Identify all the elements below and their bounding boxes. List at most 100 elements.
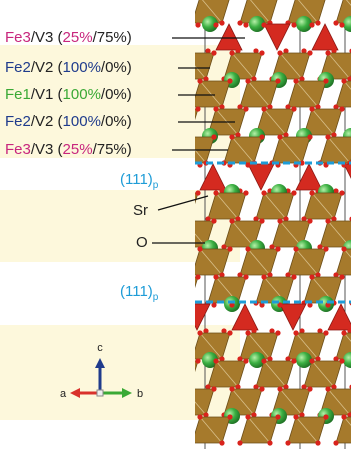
oxygen [309, 106, 314, 111]
bond [152, 417, 174, 443]
oxygen [165, 22, 170, 27]
oxygen [245, 78, 250, 83]
label-part: /V2 ( [31, 113, 63, 130]
oxygen [291, 358, 296, 363]
label-part: Fe2 [5, 59, 31, 76]
oxygen [259, 386, 264, 391]
oxygen [333, 20, 338, 25]
oxygen [187, 300, 192, 305]
oxygen [307, 386, 312, 391]
bond [152, 0, 174, 23]
oxygen [339, 106, 344, 111]
bond [168, 277, 190, 303]
oxygen [211, 386, 216, 391]
label-part: Fe1 [5, 86, 31, 103]
oxygen [173, 160, 178, 165]
plane-label: (111)p [120, 171, 159, 191]
tetrahedron [264, 24, 290, 50]
oxygen [307, 218, 312, 223]
oxygen [197, 246, 202, 251]
plane-text: (111) [120, 283, 153, 300]
oxygen [323, 246, 328, 251]
oxygen [219, 440, 224, 445]
tetrahedron [280, 304, 306, 330]
plane-sub: p [153, 292, 159, 303]
oxygen [341, 78, 346, 83]
label-part: /0%) [101, 59, 132, 76]
site-label: Fe1/V1 (100%/0%) [5, 86, 132, 103]
oxygen [339, 190, 344, 195]
oxygen [261, 190, 266, 195]
oxygen [315, 440, 320, 445]
oxygen [243, 190, 248, 195]
oxygen [211, 134, 216, 139]
oxygen [189, 272, 194, 277]
oxygen [309, 358, 314, 363]
oxygen [189, 20, 194, 25]
oxygen [229, 50, 234, 55]
oxygen [227, 78, 232, 83]
oxygen [165, 274, 170, 279]
oxygen [141, 20, 146, 25]
oxygen [219, 20, 224, 25]
label-part: Fe3 [5, 29, 31, 46]
oxygen [195, 22, 200, 27]
oxygen [275, 414, 280, 419]
oxygen [245, 162, 250, 167]
label-part: /75%) [93, 29, 132, 46]
octahedron [144, 417, 182, 443]
label-part: /V1 ( [31, 86, 63, 103]
atom-label: O [136, 234, 148, 251]
oxygen [179, 162, 184, 167]
oxygen [181, 302, 186, 307]
label-part: /0%) [101, 86, 132, 103]
oxygen [261, 358, 266, 363]
tetrahedron [200, 164, 226, 190]
octahedron [336, 249, 351, 275]
oxygen [245, 330, 250, 335]
figure: Fe3/V3 (25%/75%)Fe2/V2 (100%/0%)Fe1/V1 (… [0, 0, 351, 449]
oxygen [171, 272, 176, 277]
label-part: Fe2 [5, 113, 31, 130]
plane-sub: p [153, 180, 159, 191]
label-part: 25% [63, 141, 93, 158]
oxygen [171, 20, 176, 25]
axis-label: c [97, 342, 103, 354]
atom-label: Sr [133, 202, 148, 219]
oxygen [339, 22, 344, 27]
oxygen [341, 414, 346, 419]
oxygen [189, 440, 194, 445]
octahedron [160, 277, 198, 303]
oxygen [293, 78, 298, 83]
oxygen [259, 50, 264, 55]
oxygen [307, 50, 312, 55]
oxygen [291, 22, 296, 27]
oxygen [227, 246, 232, 251]
oxygen [277, 134, 282, 139]
oxygen [211, 50, 216, 55]
oxygen [211, 218, 216, 223]
oxygen [141, 440, 146, 445]
oxygen [275, 330, 280, 335]
octahedron [144, 0, 182, 23]
oxygen [341, 330, 346, 335]
oxygen [293, 246, 298, 251]
oxygen [227, 414, 232, 419]
oxygen [141, 272, 146, 277]
oxygen [339, 358, 344, 363]
label-part: /V3 ( [31, 29, 63, 46]
label-part: /75%) [93, 141, 132, 158]
oxygen [149, 162, 154, 167]
oxygen [237, 440, 242, 445]
label-part: 100% [63, 86, 101, 103]
oxygen [339, 274, 344, 279]
oxygen [195, 358, 200, 363]
oxygen [261, 22, 266, 27]
oxygen [245, 246, 250, 251]
oxygen [229, 134, 234, 139]
oxygen [245, 414, 250, 419]
oxygen [277, 50, 282, 55]
oxygen [213, 106, 218, 111]
plane-label: (111)p [120, 283, 159, 303]
oxygen [229, 218, 234, 223]
